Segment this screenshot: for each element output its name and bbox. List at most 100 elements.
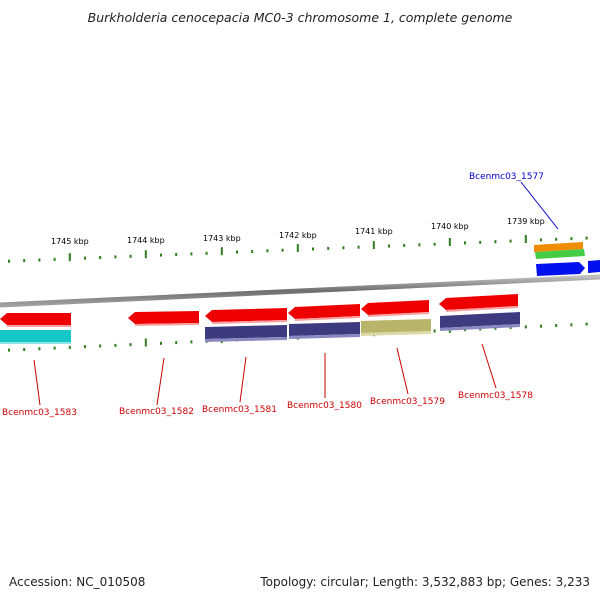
- minor-tick: [403, 243, 406, 247]
- cds-arrow: [0, 313, 71, 325]
- scale-label: 1739 kbp: [507, 217, 545, 226]
- label-leader-line: [481, 343, 497, 389]
- cds-arrow-shadow: [368, 312, 429, 317]
- minor-tick: [175, 341, 178, 345]
- scale-label: 1745 kbp: [51, 237, 89, 246]
- major-tick: [68, 253, 71, 262]
- minor-tick: [494, 240, 497, 244]
- gene-Bcenmc03_1582[interactable]: [128, 311, 199, 326]
- minor-tick: [388, 244, 390, 248]
- gene-Bcenmc03_1581[interactable]: [205, 308, 287, 324]
- minor-tick: [585, 236, 588, 240]
- minor-tick: [114, 343, 117, 347]
- gene-Bcenmc03_1577[interactable]: [534, 242, 600, 276]
- minor-tick: [266, 249, 269, 253]
- minor-tick: [53, 257, 56, 261]
- gene-label[interactable]: Bcenmc03_1577: [469, 172, 544, 182]
- minor-tick: [342, 246, 345, 250]
- minor-tick: [190, 252, 193, 256]
- label-leader-line: [156, 357, 165, 406]
- minor-tick: [129, 343, 132, 347]
- cog-bar: [440, 312, 520, 328]
- scale-label: 1740 kbp: [431, 222, 469, 231]
- cds-arrow-shadow: [446, 306, 518, 312]
- minor-tick: [175, 253, 178, 256]
- minor-tick: [464, 241, 466, 245]
- gene-label[interactable]: Bcenmc03_1578: [458, 391, 533, 401]
- genome-summary-text: Topology: circular; Length: 3,532,883 bp…: [260, 575, 590, 589]
- minor-tick: [357, 245, 360, 249]
- scale-label: 1743 kbp: [203, 234, 241, 243]
- gene-Bcenmc03_1578[interactable]: [439, 294, 518, 312]
- minor-tick: [555, 237, 558, 241]
- accession-text: Accession: NC_010508: [9, 575, 146, 589]
- major-tick: [296, 244, 299, 253]
- minor-tick: [433, 242, 436, 246]
- minor-tick: [23, 348, 26, 351]
- cog-bar: [0, 330, 71, 342]
- cog-bar: [205, 325, 287, 339]
- minor-tick: [38, 258, 41, 262]
- cog-bar: [534, 242, 583, 252]
- cds-arrow-shadow: [212, 320, 287, 324]
- cog-bar: [361, 331, 431, 336]
- cog-bar: [440, 324, 520, 331]
- minor-tick: [190, 340, 193, 344]
- outer-scale-ticks: [8, 235, 588, 263]
- minor-tick: [251, 250, 254, 253]
- minor-tick: [8, 348, 10, 352]
- gene-label[interactable]: Bcenmc03_1580: [287, 401, 362, 411]
- cog-bar: [0, 342, 71, 344]
- minor-tick: [509, 239, 512, 243]
- cds-arrow-shadow: [135, 323, 199, 326]
- minor-tick: [99, 344, 102, 348]
- cds-arrow-shadow: [295, 316, 360, 321]
- gene-Bcenmc03_1580[interactable]: [288, 304, 360, 321]
- label-leader-line: [33, 359, 41, 406]
- minor-tick: [555, 324, 558, 327]
- cog-bar: [289, 322, 360, 336]
- minor-tick: [418, 243, 421, 247]
- minor-tick: [38, 347, 41, 351]
- major-tick: [448, 238, 451, 246]
- minor-tick: [585, 322, 588, 326]
- major-tick: [220, 247, 223, 256]
- major-tick: [372, 241, 375, 250]
- minor-tick: [433, 329, 436, 333]
- minor-tick: [236, 250, 238, 254]
- cog-bar: [361, 319, 431, 333]
- cog-bar: [205, 337, 287, 342]
- minor-tick: [53, 346, 56, 350]
- cds-arrow: [361, 300, 429, 315]
- minor-tick: [84, 256, 86, 260]
- map-title: Burkholderia cenocepacia MC0-3 chromosom…: [87, 10, 513, 25]
- cds-arrow: [588, 260, 600, 273]
- cds-arrow: [439, 294, 518, 310]
- cds-arrow: [536, 262, 585, 276]
- scale-label: 1742 kbp: [279, 231, 317, 240]
- minor-tick: [160, 253, 162, 257]
- label-leader-line: [239, 356, 247, 403]
- minor-tick: [570, 323, 573, 327]
- major-tick: [524, 235, 527, 243]
- gene-label[interactable]: Bcenmc03_1582: [119, 407, 194, 417]
- minor-tick: [479, 240, 482, 244]
- major-tick: [144, 338, 147, 347]
- gene-label[interactable]: Bcenmc03_1579: [370, 397, 445, 407]
- gene-label[interactable]: Bcenmc03_1583: [2, 408, 77, 418]
- minor-tick: [540, 324, 542, 328]
- gene-Bcenmc03_1583[interactable]: [0, 313, 71, 327]
- gene-Bcenmc03_1579[interactable]: [361, 300, 429, 317]
- minor-tick: [68, 345, 71, 349]
- minor-tick: [570, 237, 573, 241]
- gene-label[interactable]: Bcenmc03_1581: [202, 405, 277, 415]
- minor-tick: [509, 326, 512, 330]
- minor-tick: [312, 247, 314, 251]
- cds-arrow: [288, 304, 360, 319]
- minor-tick: [281, 248, 284, 252]
- minor-tick: [8, 259, 10, 263]
- cds-arrow-shadow: [7, 325, 71, 327]
- minor-tick: [99, 256, 102, 259]
- minor-tick: [23, 259, 26, 263]
- minor-tick: [524, 325, 527, 329]
